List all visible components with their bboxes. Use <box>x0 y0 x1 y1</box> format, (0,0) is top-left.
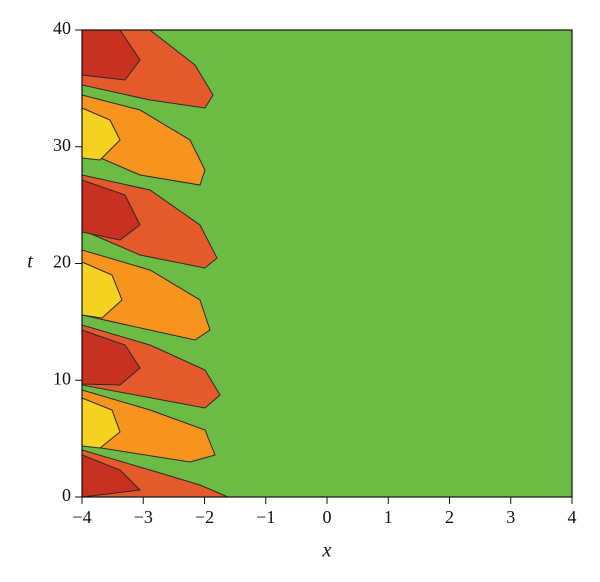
y-tick-label: 30 <box>53 135 71 155</box>
x-tick-label: 0 <box>323 507 332 527</box>
y-axis-label: t <box>27 251 33 273</box>
y-tick-label: 20 <box>53 252 71 272</box>
x-tick-label: 2 <box>445 507 454 527</box>
x-tick-label: −1 <box>256 507 275 527</box>
x-tick-label: 3 <box>506 507 515 527</box>
x-tick-label: −2 <box>195 507 214 527</box>
y-tick-label: 0 <box>62 485 71 505</box>
x-tick-label: −4 <box>72 507 91 527</box>
x-tick-label: −3 <box>134 507 153 527</box>
y-tick-label: 10 <box>53 368 71 388</box>
contour-lobes <box>81 29 229 498</box>
x-tick-label: 1 <box>384 507 393 527</box>
y-tick-label: 40 <box>53 18 71 38</box>
x-tick-label: 4 <box>568 507 577 527</box>
x-axis-label: x <box>322 540 332 562</box>
